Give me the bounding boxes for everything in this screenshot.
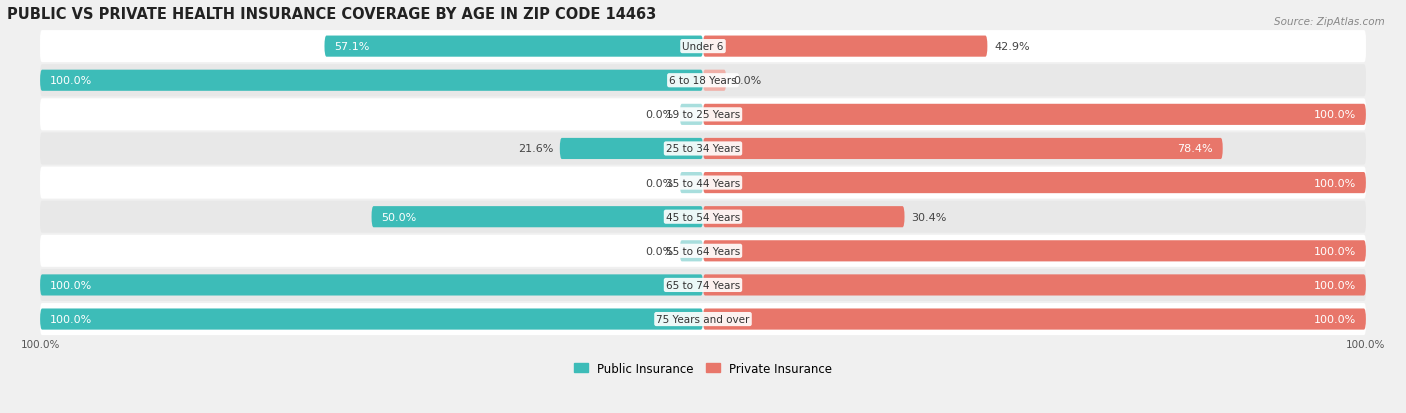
FancyBboxPatch shape [39,99,1367,131]
FancyBboxPatch shape [703,36,987,57]
FancyBboxPatch shape [41,275,703,296]
FancyBboxPatch shape [39,65,1367,97]
Text: 75 Years and over: 75 Years and over [657,314,749,324]
Legend: Public Insurance, Private Insurance: Public Insurance, Private Insurance [569,357,837,380]
Text: 100.0%: 100.0% [1313,246,1355,256]
FancyBboxPatch shape [39,269,1367,301]
FancyBboxPatch shape [39,201,1367,233]
FancyBboxPatch shape [679,173,703,194]
Text: 100.0%: 100.0% [1313,110,1355,120]
FancyBboxPatch shape [703,309,1365,330]
Text: 30.4%: 30.4% [911,212,946,222]
Text: 78.4%: 78.4% [1177,144,1213,154]
Text: 100.0%: 100.0% [51,314,93,324]
Text: 65 to 74 Years: 65 to 74 Years [666,280,740,290]
FancyBboxPatch shape [703,275,1365,296]
Text: 0.0%: 0.0% [733,76,761,86]
Text: Under 6: Under 6 [682,42,724,52]
Text: 100.0%: 100.0% [51,280,93,290]
FancyBboxPatch shape [371,206,703,228]
FancyBboxPatch shape [41,309,703,330]
Text: 0.0%: 0.0% [645,246,673,256]
Text: 100.0%: 100.0% [1313,280,1355,290]
Text: 0.0%: 0.0% [645,110,673,120]
FancyBboxPatch shape [679,241,703,262]
Text: PUBLIC VS PRIVATE HEALTH INSURANCE COVERAGE BY AGE IN ZIP CODE 14463: PUBLIC VS PRIVATE HEALTH INSURANCE COVER… [7,7,657,22]
Text: 0.0%: 0.0% [645,178,673,188]
FancyBboxPatch shape [39,31,1367,63]
Text: 21.6%: 21.6% [517,144,553,154]
FancyBboxPatch shape [703,104,1365,126]
FancyBboxPatch shape [325,36,703,57]
Text: 100.0%: 100.0% [1313,178,1355,188]
FancyBboxPatch shape [703,138,1223,160]
FancyBboxPatch shape [39,133,1367,165]
Text: 55 to 64 Years: 55 to 64 Years [666,246,740,256]
Text: 35 to 44 Years: 35 to 44 Years [666,178,740,188]
Text: 100.0%: 100.0% [1313,314,1355,324]
Text: 6 to 18 Years: 6 to 18 Years [669,76,737,86]
FancyBboxPatch shape [560,138,703,160]
Text: 50.0%: 50.0% [381,212,416,222]
FancyBboxPatch shape [703,71,727,92]
FancyBboxPatch shape [41,71,703,92]
Text: Source: ZipAtlas.com: Source: ZipAtlas.com [1274,17,1385,26]
FancyBboxPatch shape [679,104,703,126]
Text: 45 to 54 Years: 45 to 54 Years [666,212,740,222]
Text: 100.0%: 100.0% [51,76,93,86]
FancyBboxPatch shape [703,241,1365,262]
Text: 19 to 25 Years: 19 to 25 Years [666,110,740,120]
FancyBboxPatch shape [703,206,904,228]
FancyBboxPatch shape [39,235,1367,267]
Text: 25 to 34 Years: 25 to 34 Years [666,144,740,154]
FancyBboxPatch shape [39,303,1367,335]
FancyBboxPatch shape [703,173,1365,194]
FancyBboxPatch shape [39,167,1367,199]
Text: 42.9%: 42.9% [994,42,1029,52]
Text: 57.1%: 57.1% [335,42,370,52]
